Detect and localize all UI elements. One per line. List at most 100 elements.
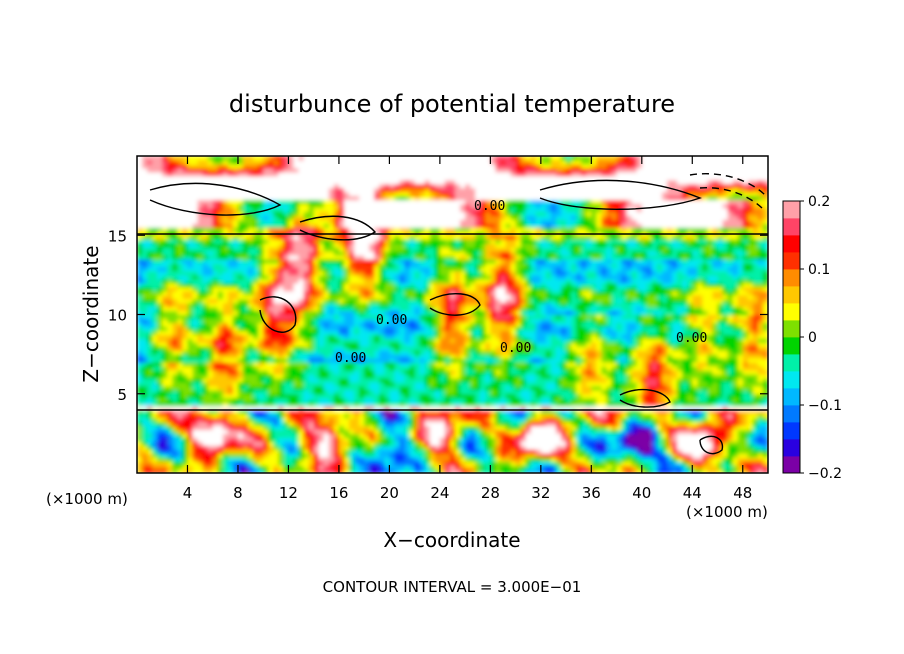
heatmap-cell <box>379 278 385 284</box>
heatmap-cell <box>162 251 168 256</box>
heatmap-cell <box>349 457 355 462</box>
heatmap-cell <box>137 290 143 296</box>
heatmap-cell <box>273 266 279 272</box>
heatmap-cell <box>359 350 365 355</box>
heatmap-cell <box>152 457 158 462</box>
heatmap-cell <box>419 330 426 335</box>
heatmap-cell <box>197 302 204 308</box>
heatmap-cell <box>177 282 184 288</box>
heatmap-cell <box>278 381 284 387</box>
heatmap-cell <box>137 469 143 473</box>
heatmap-cell <box>354 274 360 280</box>
heatmap-cell <box>343 290 350 296</box>
heatmap-cell <box>389 453 396 458</box>
heatmap-cell <box>162 314 168 320</box>
heatmap-cell <box>207 314 214 320</box>
heatmap-cell <box>202 159 209 165</box>
heatmap-cell <box>429 366 436 371</box>
heatmap-cell <box>177 409 184 415</box>
heatmap-cell <box>354 318 360 324</box>
heatmap-cell <box>167 409 173 415</box>
heatmap-cell <box>258 278 264 284</box>
heatmap-cell <box>303 465 310 470</box>
heatmap-cell <box>318 461 325 466</box>
heatmap-cell <box>207 306 214 312</box>
heatmap-cell <box>137 433 143 438</box>
heatmap-cell <box>142 235 148 240</box>
heatmap-cell <box>429 239 436 244</box>
heatmap-cell <box>268 239 274 244</box>
heatmap-cell <box>258 445 264 450</box>
heatmap-cell <box>399 266 406 272</box>
heatmap-cell <box>379 401 385 407</box>
heatmap-cell <box>409 203 416 209</box>
heatmap-cell <box>202 270 209 276</box>
heatmap-cell <box>389 306 396 312</box>
heatmap-cell <box>394 461 401 466</box>
heatmap-cell <box>248 243 254 248</box>
heatmap-cell <box>172 445 178 450</box>
heatmap-cell <box>328 338 335 343</box>
heatmap-cell <box>409 171 416 177</box>
heatmap-cell <box>298 239 305 244</box>
heatmap-cell <box>318 338 325 343</box>
heatmap-cell <box>283 366 290 371</box>
heatmap-cell <box>369 338 375 343</box>
heatmap-cell <box>349 373 355 379</box>
heatmap-cell <box>263 223 269 228</box>
heatmap-cell <box>258 239 264 244</box>
heatmap-cell <box>384 318 390 324</box>
heatmap-cell <box>172 314 178 320</box>
heatmap-cell <box>187 266 194 272</box>
heatmap-cell <box>333 465 340 470</box>
heatmap-cell <box>338 381 345 387</box>
heatmap-cell <box>303 294 310 300</box>
heatmap-cell <box>409 183 416 189</box>
heatmap-cell <box>298 350 305 355</box>
heatmap-cell <box>212 393 219 399</box>
heatmap-cell <box>359 215 365 220</box>
heatmap-cell <box>384 322 390 327</box>
heatmap-cell <box>142 282 148 288</box>
heatmap-cell <box>298 298 305 304</box>
heatmap-cell <box>177 243 184 248</box>
heatmap-cell <box>364 377 370 383</box>
heatmap-cell <box>404 318 411 324</box>
heatmap-cell <box>192 465 199 470</box>
heatmap-cell <box>248 457 254 462</box>
heatmap-cell <box>212 235 219 240</box>
heatmap-cell <box>263 235 269 240</box>
heatmap-cell <box>429 211 436 217</box>
heatmap-cell <box>147 282 153 288</box>
heatmap-cell <box>137 223 143 228</box>
heatmap-cell <box>217 425 224 431</box>
heatmap-cell <box>359 243 365 248</box>
heatmap-cell <box>167 362 173 367</box>
heatmap-cell <box>258 259 264 264</box>
heatmap-cell <box>384 286 390 292</box>
heatmap-cell <box>167 199 173 205</box>
heatmap-cell <box>288 282 295 288</box>
heatmap-cell <box>389 461 396 466</box>
heatmap-cell <box>409 274 416 280</box>
heatmap-cell <box>323 243 330 248</box>
heatmap-cell <box>333 381 340 387</box>
heatmap-cell <box>349 358 355 363</box>
heatmap-cell <box>444 330 451 335</box>
heatmap-cell <box>293 334 300 339</box>
heatmap-cell <box>303 441 310 446</box>
heatmap-cell <box>404 342 411 347</box>
heatmap-cell <box>202 156 209 161</box>
heatmap-cell <box>162 211 168 217</box>
heatmap-cell <box>343 342 350 347</box>
heatmap-cell <box>424 377 431 383</box>
heatmap-cell <box>192 369 199 375</box>
heatmap-cell <box>152 255 158 260</box>
heatmap-cell <box>333 346 340 351</box>
heatmap-cell <box>439 274 446 280</box>
heatmap-cell <box>303 259 310 264</box>
heatmap-cell <box>354 167 360 173</box>
heatmap-cell <box>434 207 441 213</box>
heatmap-cell <box>424 278 431 284</box>
heatmap-cell <box>248 385 254 391</box>
